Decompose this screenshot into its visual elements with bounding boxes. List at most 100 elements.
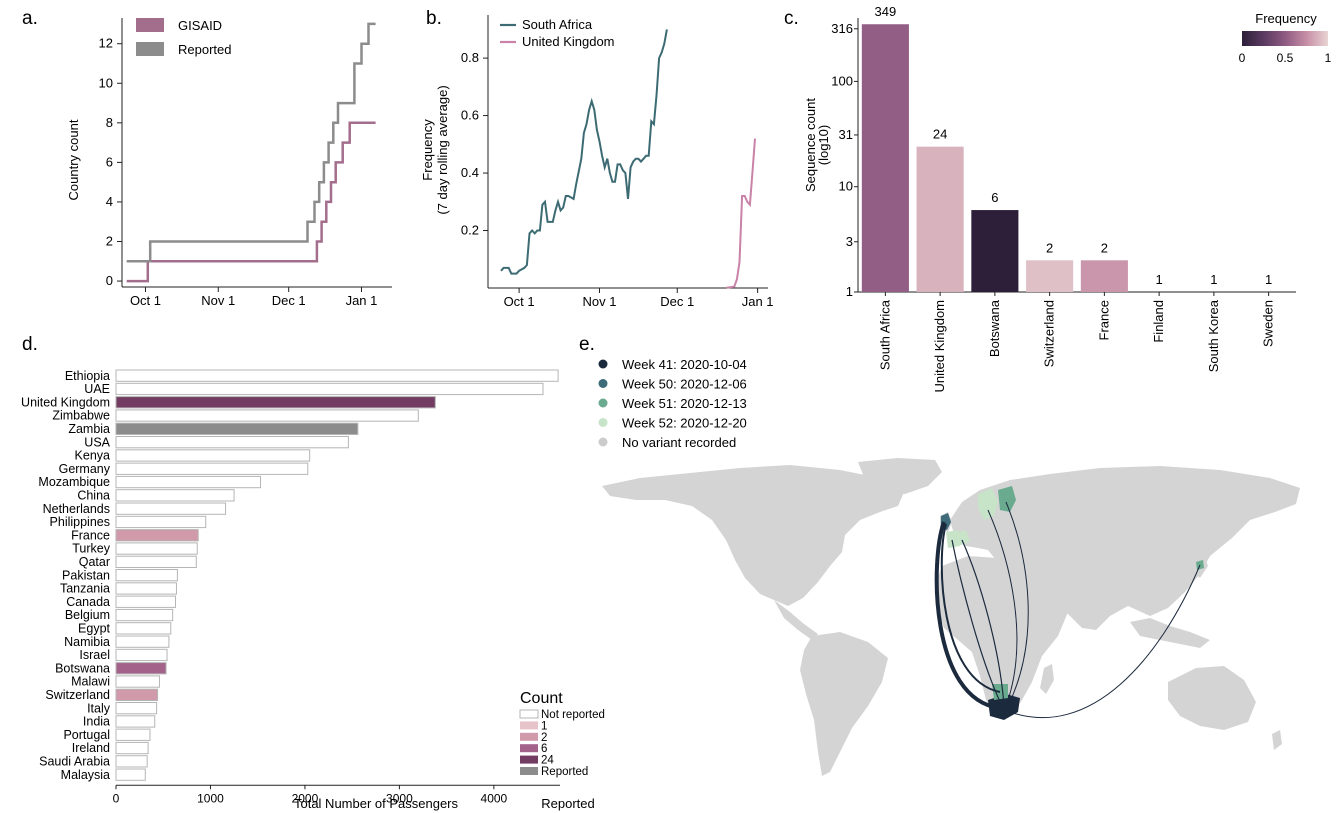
panel-b-axes: Oct 1 Nov 1 Dec 1 Jan 1 0.2 0.4 0.6 0.8 <box>461 15 774 309</box>
panel-d-bar-saudi-arabia <box>115 755 148 768</box>
north-america-landmass <box>602 465 905 606</box>
panel-c-value-label-south-korea: 1 <box>1210 272 1217 287</box>
panel-c-x-tick-label: South Korea <box>1206 299 1221 372</box>
panel-d-bar-belgium <box>115 608 174 622</box>
panel-a-y-tick-label: 0 <box>106 273 113 288</box>
panel-c-bar-united-kingdom <box>916 146 964 292</box>
count-legend-label-24: 24 <box>541 755 554 767</box>
count-legend-title: Count <box>520 690 563 707</box>
panel-a-ylabel: Country count <box>66 119 81 200</box>
legend-label-united-kingdom: United Kingdom <box>522 34 615 49</box>
map-legend-label-week-51-2020-12-13: Week 51: 2020-12-13 <box>622 396 747 411</box>
panel-d-category-label: Germany <box>59 462 111 476</box>
panel-d-category-label: Netherlands <box>43 502 110 516</box>
frequency-tick-0: 0 <box>1239 51 1246 65</box>
panel-d-label: d. <box>22 334 38 355</box>
new-zealand-landmass <box>1272 730 1282 750</box>
panel-d-category-label: Malaysia <box>61 768 110 782</box>
legend-label-south-africa: South Africa <box>522 17 593 32</box>
panel-d-category-label: Italy <box>87 701 111 715</box>
arc-south-africa-to-switzerland <box>961 539 1005 707</box>
panel-d-category-label: Zimbabwe <box>52 409 110 423</box>
panel-d-bar-switzerland <box>115 688 159 702</box>
world-map <box>602 458 1300 776</box>
map-legend: Week 41: 2020-10-04 Week 50: 2020-12-06 We… <box>598 357 747 450</box>
legend-swatch-gisaid <box>136 18 164 32</box>
panel-d-category-label: Botswana <box>55 661 110 675</box>
panel-d-category-label: Pakistan <box>62 568 110 582</box>
panel-c-x-tick-label: Switzerland <box>1042 300 1057 367</box>
panel-d-bar-france <box>115 529 199 542</box>
panel-a-y-tick-label: 4 <box>106 194 113 209</box>
arc-botswana-to-united-kingdom <box>940 523 1001 693</box>
frequency-legend: Frequency 0 0.5 1 <box>1239 11 1332 65</box>
panel-d-bar-zimbabwe <box>115 409 419 422</box>
panel-d-category-label: Malawi <box>71 675 110 689</box>
count-legend-swatch-2 <box>520 732 538 741</box>
panel-d-bar-philippines <box>115 515 207 529</box>
panel-d-category-label: Qatar <box>79 555 110 569</box>
madagascar-landmass <box>1040 664 1054 694</box>
map-sweden <box>978 488 998 520</box>
panel-d-category-label: Portugal <box>63 728 110 742</box>
panel-d-bar-united-kingdom <box>115 396 436 409</box>
count-legend-label-6: 6 <box>541 743 547 755</box>
panel-c-value-label-france: 2 <box>1101 240 1108 255</box>
arc-south-africa-to-south-korea <box>1009 564 1201 718</box>
panel-c-value-label-switzerland: 2 <box>1046 240 1053 255</box>
panel-d-category-label: Ireland <box>72 741 110 755</box>
map-legend-label-week-50-2020-12-06: Week 50: 2020-12-06 <box>622 377 747 392</box>
panel-a-y-tick-label: 8 <box>106 115 113 130</box>
panel-d-bars <box>115 369 559 781</box>
legend-swatch-reported <box>136 42 164 56</box>
southeast-asia-islands <box>1130 618 1210 648</box>
count-legend-swatch-not-reported <box>519 709 539 719</box>
panel-b-x-tick-label: Oct 1 <box>504 294 535 309</box>
panel-d-category-label: USA <box>84 435 110 449</box>
panel-d-bar-tanzania <box>115 582 177 595</box>
panel-d-category-label: Mozambique <box>38 475 110 489</box>
panel-d-category-label: China <box>77 489 110 503</box>
panel-d-category-label: Saudi Arabia <box>39 755 110 769</box>
panel-c-y-tick-label: 31 <box>839 127 853 142</box>
arc-south-africa-to-finland <box>1005 501 1029 707</box>
arc-south-africa-to-france <box>951 539 1003 707</box>
panel-a-axes: Oct 1 Nov 1 Dec 1 Jan 1 0 2 4 6 8 10 12 <box>99 18 392 308</box>
panel-a-legend: GISAID Reported <box>136 18 231 57</box>
panel-a-x-tick-label: Nov 1 <box>201 293 235 308</box>
panel-c-ylabel: Sequence count <box>803 98 818 192</box>
panel-b-y-tick-label: 0.8 <box>461 50 479 65</box>
panel-c-y-tick-label: 3 <box>846 234 853 249</box>
africa-landmass <box>936 556 1068 718</box>
panel-c-value-label-sweden: 1 <box>1265 272 1272 287</box>
panel-d-category-label: UAE <box>84 382 110 396</box>
panel-c-x-tick-label: France <box>1096 300 1111 340</box>
panel-c-ylabel-sub: (log10) <box>816 125 831 165</box>
panel-d-bar-germany <box>115 462 309 475</box>
panel-a-series <box>126 22 376 283</box>
map-legend-marker-week-52-2020-12-20 <box>598 418 608 427</box>
panel-b-y-tick-label: 0.4 <box>461 165 479 180</box>
panel-d-bar-egypt <box>115 622 172 635</box>
panel-c-x-tick-label: Finland <box>1151 300 1166 343</box>
panel-d-bar-india <box>115 715 156 728</box>
map-legend-marker-no-variant-recorded <box>598 437 608 447</box>
panel-d-x-tick-label: 0 <box>113 791 120 805</box>
panel-c-value-label-south-africa: 349 <box>875 4 897 19</box>
arc-south-africa-to-united-kingdom <box>934 521 1001 710</box>
panel-b-x-tick-label: Dec 1 <box>660 294 694 309</box>
panel-d-category-label: Switzerland <box>45 688 110 702</box>
greenland-landmass <box>858 458 942 494</box>
panel-d-category-label: Israel <box>79 648 110 662</box>
panel-c-bar-france <box>1080 260 1128 292</box>
panel-d-xlabel: Total Number of Passengers <box>294 796 459 811</box>
count-legend-swatch-24 <box>520 755 538 764</box>
panel-d-bar-pakistan <box>115 569 178 582</box>
panel-d-bar-israel <box>115 648 168 662</box>
south-america-landmass <box>800 632 888 776</box>
panel-b-series-united-kingdom <box>726 138 756 289</box>
panel-b-line-chart: b. Frequency (7 day rolling average) Oct… <box>420 8 774 309</box>
panel-b-ylabel-sub: (7 day rolling average) <box>435 85 450 214</box>
flight-arcs <box>934 501 1201 718</box>
